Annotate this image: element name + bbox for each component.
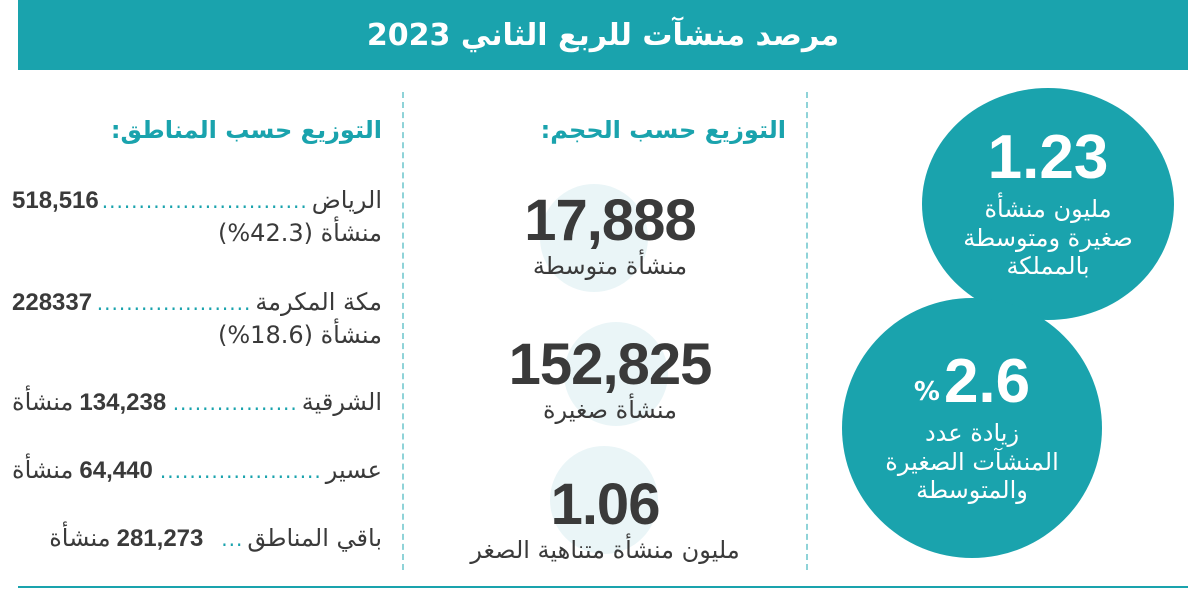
region-makkah-name: مكة المكرمة [255,288,382,316]
micro-establishments: 1.06 مليون منشأة متناهية الصغر [440,446,770,564]
region-others-count: 281,273 [116,525,204,552]
leader-dots: ... [221,527,244,551]
leader-dots: .............................. [96,291,252,315]
total-establishments-text: مليون منشأة صغيرة ومتوسطة بالمملكة [963,194,1133,281]
medium-establishments: 17,888 منشأة متوسطة [500,184,720,292]
region-others-name: باقي المناطق [247,524,382,552]
micro-bubble [550,446,658,554]
leader-dots: .............................. [157,459,322,483]
region-others: باقي المناطق ... 281,273 منشأة [12,522,382,555]
total-establishments-value: 1.23 [987,122,1109,192]
region-makkah: مكة المكرمة ............................… [12,286,382,352]
micro-label: مليون منشأة متناهية الصغر [470,536,740,564]
medium-bubble [540,184,648,292]
column-divider-right [806,92,808,570]
region-riyadh: الرياض .............................. 51… [12,184,382,250]
small-bubble [564,322,668,426]
small-count: 152,825 [508,332,713,397]
region-eastern-name: الشرقية [301,388,382,416]
growth-value-row: % 2.6 [913,346,1031,416]
region-asir-count: 64,440 [79,457,153,484]
small-establishments: 152,825 منشأة صغيرة [508,322,713,426]
header-banner: مرصد منشآت للربع الثاني 2023 [18,0,1188,70]
region-asir: عسير .............................. 64,4… [12,454,382,487]
growth-circle: % 2.6 زيادة عدد المنشآت الصغيرة والمتوسط… [842,298,1102,558]
region-asir-unit: منشأة [12,456,74,484]
region-eastern: الشرقية .............................. 1… [12,386,382,419]
medium-label: منشأة متوسطة [532,252,688,280]
region-makkah-sub: منشأة (18.6%) [218,321,382,350]
region-makkah-count: 228337 [12,289,93,316]
page-title: مرصد منشآت للربع الثاني 2023 [366,17,840,53]
region-others-unit: منشأة [49,524,111,552]
medium-count: 17,888 [524,188,696,253]
region-asir-name: عسير [325,456,382,484]
growth-value: 2.6 [943,346,1031,416]
region-eastern-line: الشرقية .............................. 1… [12,386,382,419]
region-eastern-count: 134,238 [79,389,167,416]
growth-percent-sign: % [913,376,940,407]
column-divider-left [402,92,404,570]
region-riyadh-line: الرياض .............................. 51… [12,184,382,217]
leader-dots: .............................. [170,391,298,415]
small-label: منشأة صغيرة [542,396,678,424]
region-eastern-unit: منشأة [12,388,74,416]
region-makkah-line: مكة المكرمة ............................… [12,286,382,319]
total-establishments-circle: 1.23 مليون منشأة صغيرة ومتوسطة بالمملكة [922,88,1174,320]
leader-dots: .............................. [102,189,308,213]
size-distribution-heading: التوزيع حسب الحجم: [540,116,786,144]
bottom-rule [18,586,1188,588]
region-others-line: باقي المناطق ... 281,273 منشأة [12,522,382,555]
growth-text: زيادة عدد المنشآت الصغيرة والمتوسطة [885,418,1059,505]
micro-count: 1.06 [550,472,661,537]
region-riyadh-count: 518,516 [12,187,99,214]
region-riyadh-sub: منشأة (42.3%) [218,219,382,248]
region-riyadh-name: الرياض [311,186,382,214]
region-distribution-heading: التوزيع حسب المناطق: [110,116,382,144]
region-asir-line: عسير .............................. 64,4… [12,454,382,487]
